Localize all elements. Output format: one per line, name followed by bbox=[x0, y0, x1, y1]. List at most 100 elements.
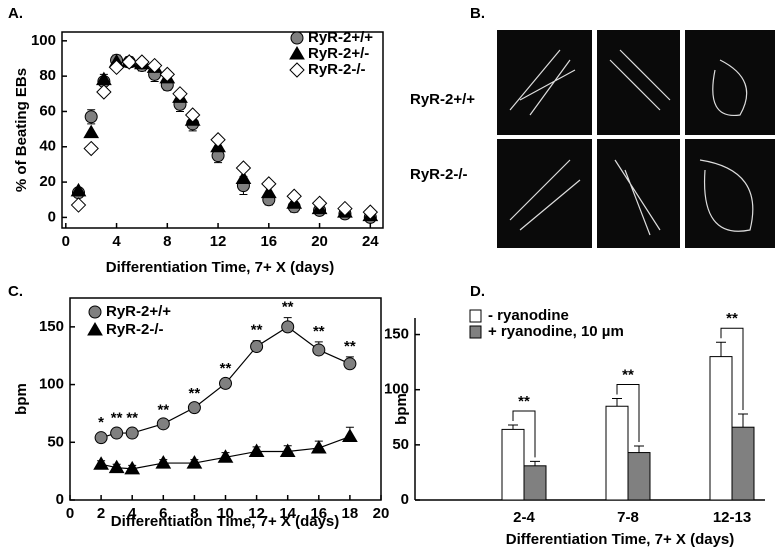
point bbox=[217, 449, 234, 463]
significance: ** bbox=[518, 393, 530, 410]
point bbox=[156, 417, 170, 431]
point bbox=[261, 176, 277, 192]
point bbox=[83, 140, 99, 157]
panel-label: B. bbox=[470, 5, 485, 22]
x-tick-label: 0 bbox=[66, 505, 74, 522]
y-axis-label: bpm bbox=[13, 383, 30, 415]
legend-label: - ryanodine bbox=[488, 307, 569, 324]
x-tick-label: 20 bbox=[311, 233, 328, 250]
legend-marker bbox=[289, 46, 305, 60]
legend-label: RyR-2-/- bbox=[308, 61, 366, 78]
point bbox=[84, 110, 98, 124]
micrograph bbox=[497, 139, 592, 248]
x-tick-label: 2-4 bbox=[513, 509, 535, 526]
cell-texture bbox=[509, 49, 754, 236]
bar bbox=[627, 452, 651, 501]
point bbox=[281, 320, 295, 334]
point bbox=[94, 431, 108, 445]
point bbox=[210, 132, 226, 148]
significance: * bbox=[98, 414, 104, 431]
x-tick-label: 24 bbox=[362, 233, 379, 250]
micrographs bbox=[497, 30, 775, 248]
bar bbox=[605, 405, 629, 501]
x-axis-label: Differentiation Time, 7+ X (days) bbox=[506, 531, 735, 548]
y-tick-label: 60 bbox=[39, 102, 56, 119]
y-tick-label: 0 bbox=[56, 491, 64, 508]
significance: ** bbox=[726, 310, 738, 327]
y-axis-label: bpm bbox=[393, 393, 410, 425]
significance: ** bbox=[622, 366, 634, 383]
x-tick-label: 14 bbox=[279, 505, 296, 522]
legend-swatch bbox=[469, 309, 482, 323]
micrograph bbox=[497, 30, 592, 135]
x-tick-label: 12 bbox=[248, 505, 265, 522]
y-tick-label: 20 bbox=[39, 173, 56, 190]
legend-label: RyR-2+/+ bbox=[106, 303, 171, 320]
point bbox=[83, 124, 100, 139]
point bbox=[155, 455, 172, 469]
error-bar bbox=[716, 341, 726, 357]
point bbox=[70, 182, 87, 197]
bar bbox=[709, 356, 733, 501]
legend-marker bbox=[289, 62, 305, 78]
legend-marker bbox=[87, 322, 103, 336]
point bbox=[310, 440, 327, 454]
point bbox=[70, 197, 87, 213]
point bbox=[312, 343, 326, 357]
x-tick-label: 20 bbox=[373, 505, 390, 522]
point bbox=[250, 339, 264, 353]
bracket bbox=[616, 384, 640, 442]
x-tick-label: 10 bbox=[217, 505, 234, 522]
legend-label: RyR-2+/- bbox=[308, 45, 369, 62]
point bbox=[108, 459, 125, 474]
x-tick-label: 8 bbox=[163, 233, 171, 250]
x-tick-label: 18 bbox=[342, 505, 359, 522]
point bbox=[235, 170, 252, 185]
point bbox=[235, 160, 252, 176]
point bbox=[172, 86, 188, 102]
panel-label: A. bbox=[8, 5, 23, 22]
x-tick-label: 4 bbox=[128, 505, 137, 522]
significance: ** bbox=[111, 409, 123, 426]
x-tick-label: 12-13 bbox=[713, 509, 751, 526]
x-tick-label: 2 bbox=[97, 505, 105, 522]
point bbox=[219, 376, 232, 390]
error-bar bbox=[530, 460, 540, 466]
point bbox=[362, 204, 379, 220]
x-tick-label: 8 bbox=[190, 505, 198, 522]
point bbox=[343, 357, 357, 371]
row-label: RyR-2-/- bbox=[410, 166, 468, 183]
legend-marker bbox=[290, 31, 304, 45]
point bbox=[159, 66, 176, 83]
point bbox=[286, 188, 302, 204]
significance: ** bbox=[189, 385, 201, 402]
micrograph bbox=[597, 30, 680, 135]
point bbox=[187, 401, 201, 415]
point bbox=[248, 443, 265, 458]
row-label: RyR-2+/+ bbox=[410, 91, 475, 108]
point bbox=[124, 460, 141, 475]
micrograph bbox=[597, 139, 680, 248]
point bbox=[311, 195, 328, 211]
x-axis-label: Differentiation Time, 7+ X (days) bbox=[106, 259, 335, 276]
y-tick-label: 100 bbox=[39, 376, 64, 393]
y-tick-label: 0 bbox=[48, 208, 56, 225]
y-tick-label: 50 bbox=[47, 433, 64, 450]
y-tick-label: 50 bbox=[392, 436, 409, 453]
y-tick-label: 150 bbox=[39, 318, 64, 335]
x-tick-label: 7-8 bbox=[617, 509, 639, 526]
point bbox=[121, 54, 137, 70]
micrograph bbox=[685, 139, 775, 248]
x-tick-label: 0 bbox=[62, 233, 70, 250]
significance: ** bbox=[282, 299, 294, 316]
bracket bbox=[512, 410, 536, 458]
point bbox=[337, 200, 353, 217]
x-tick-label: 12 bbox=[210, 233, 227, 250]
legend-label: RyR-2+/+ bbox=[308, 29, 373, 46]
x-axis-label: Differentiation Time, 7+ X (days) bbox=[111, 513, 340, 530]
significance: ** bbox=[157, 401, 169, 418]
point bbox=[110, 426, 124, 440]
y-tick-label: 150 bbox=[384, 326, 409, 343]
significance: ** bbox=[344, 338, 356, 355]
